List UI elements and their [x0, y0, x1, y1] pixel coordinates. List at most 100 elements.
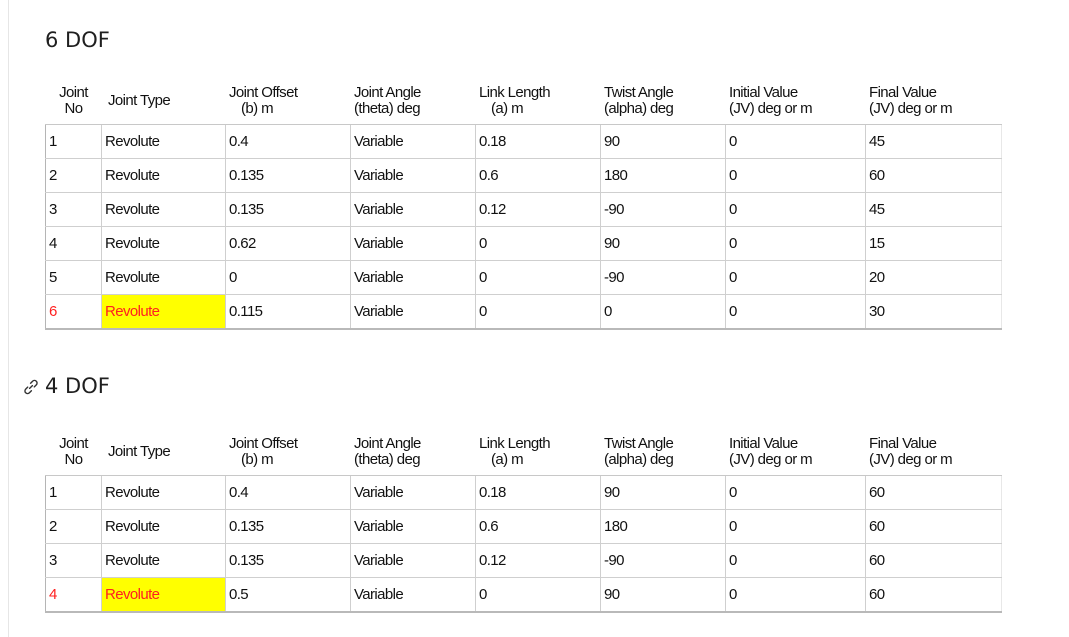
table-row[interactable]: 3 Revolute 0.135 Variable 0.12 -90 0 60 — [45, 543, 1002, 578]
joint-angle-cell[interactable]: Variable — [350, 260, 476, 295]
initial-value-cell[interactable]: 0 — [725, 577, 866, 613]
table-row[interactable]: 2 Revolute 0.135 Variable 0.6 180 0 60 — [45, 509, 1002, 544]
link-length-cell[interactable]: 0.18 — [475, 475, 601, 510]
link-length-cell[interactable]: 0 — [475, 294, 601, 330]
col-header-initial-value[interactable]: Initial Value (JV) deg or m — [725, 427, 866, 476]
twist-angle-cell[interactable]: 180 — [600, 158, 726, 193]
col-header-link-length[interactable]: Link Length (a) m — [475, 76, 601, 125]
twist-angle-cell[interactable]: 90 — [600, 475, 726, 510]
col-header-initial-value[interactable]: Initial Value (JV) deg or m — [725, 76, 866, 125]
link-length-cell[interactable]: 0.18 — [475, 124, 601, 159]
final-value-cell[interactable]: 60 — [865, 475, 1002, 510]
link-length-cell[interactable]: 0 — [475, 226, 601, 261]
joint-angle-cell[interactable]: Variable — [350, 124, 476, 159]
joint-angle-cell[interactable]: Variable — [350, 577, 476, 613]
joint-angle-cell[interactable]: Variable — [350, 475, 476, 510]
joint-offset-cell[interactable]: 0.4 — [225, 475, 351, 510]
final-value-cell[interactable]: 60 — [865, 577, 1002, 613]
twist-angle-cell[interactable]: -90 — [600, 543, 726, 578]
col-header-twist-angle[interactable]: Twist Angle (alpha) deg — [600, 427, 726, 476]
final-value-cell[interactable]: 15 — [865, 226, 1002, 261]
col-header-joint-type[interactable]: Joint Type — [101, 76, 226, 125]
link-length-cell[interactable]: 0 — [475, 577, 601, 613]
final-value-cell[interactable]: 45 — [865, 192, 1002, 227]
joint-offset-cell[interactable]: 0.115 — [225, 294, 351, 330]
joint-no-cell[interactable]: 4 — [45, 226, 102, 261]
table-row[interactable]: 1 Revolute 0.4 Variable 0.18 90 0 45 — [45, 124, 1002, 159]
joint-no-cell[interactable]: 3 — [45, 543, 102, 578]
col-header-joint-offset[interactable]: Joint Offset (b) m — [225, 76, 351, 125]
joint-angle-cell[interactable]: Variable — [350, 226, 476, 261]
link-length-cell[interactable]: 0 — [475, 260, 601, 295]
joint-type-cell[interactable]: Revolute — [101, 294, 226, 330]
col-header-link-length[interactable]: Link Length (a) m — [475, 427, 601, 476]
joint-type-cell[interactable]: Revolute — [101, 124, 226, 159]
col-header-joint-no[interactable]: Joint No — [45, 427, 102, 476]
initial-value-cell[interactable]: 0 — [725, 294, 866, 330]
initial-value-cell[interactable]: 0 — [725, 260, 866, 295]
col-header-final-value[interactable]: Final Value (JV) deg or m — [865, 76, 1002, 125]
joint-type-cell[interactable]: Revolute — [101, 226, 226, 261]
final-value-cell[interactable]: 60 — [865, 543, 1002, 578]
twist-angle-cell[interactable]: -90 — [600, 192, 726, 227]
col-header-joint-angle[interactable]: Joint Angle (theta) deg — [350, 427, 476, 476]
joint-no-cell[interactable]: 2 — [45, 158, 102, 193]
twist-angle-cell[interactable]: 180 — [600, 509, 726, 544]
joint-type-cell[interactable]: Revolute — [101, 260, 226, 295]
joint-offset-cell[interactable]: 0.135 — [225, 192, 351, 227]
joint-type-cell[interactable]: Revolute — [101, 543, 226, 578]
link-length-cell[interactable]: 0.6 — [475, 509, 601, 544]
twist-angle-cell[interactable]: 90 — [600, 124, 726, 159]
initial-value-cell[interactable]: 0 — [725, 192, 866, 227]
initial-value-cell[interactable]: 0 — [725, 158, 866, 193]
table-row[interactable]: 5 Revolute 0 Variable 0 -90 0 20 — [45, 260, 1002, 295]
link-length-cell[interactable]: 0.12 — [475, 543, 601, 578]
joint-offset-cell[interactable]: 0 — [225, 260, 351, 295]
joint-angle-cell[interactable]: Variable — [350, 509, 476, 544]
joint-offset-cell[interactable]: 0.4 — [225, 124, 351, 159]
table-row[interactable]: 6 Revolute 0.115 Variable 0 0 0 30 — [45, 294, 1002, 330]
table-row[interactable]: 2 Revolute 0.135 Variable 0.6 180 0 60 — [45, 158, 1002, 193]
joint-angle-cell[interactable]: Variable — [350, 158, 476, 193]
initial-value-cell[interactable]: 0 — [725, 475, 866, 510]
joint-no-cell[interactable]: 5 — [45, 260, 102, 295]
twist-angle-cell[interactable]: 0 — [600, 294, 726, 330]
initial-value-cell[interactable]: 0 — [725, 124, 866, 159]
joint-no-cell[interactable]: 4 — [45, 577, 102, 613]
initial-value-cell[interactable]: 0 — [725, 226, 866, 261]
col-header-joint-offset[interactable]: Joint Offset (b) m — [225, 427, 351, 476]
table-row[interactable]: 3 Revolute 0.135 Variable 0.12 -90 0 45 — [45, 192, 1002, 227]
joint-angle-cell[interactable]: Variable — [350, 294, 476, 330]
final-value-cell[interactable]: 45 — [865, 124, 1002, 159]
table-row[interactable]: 4 Revolute 0.62 Variable 0 90 0 15 — [45, 226, 1002, 261]
joint-offset-cell[interactable]: 0.5 — [225, 577, 351, 613]
col-header-joint-type[interactable]: Joint Type — [101, 427, 226, 476]
twist-angle-cell[interactable]: 90 — [600, 577, 726, 613]
col-header-twist-angle[interactable]: Twist Angle (alpha) deg — [600, 76, 726, 125]
joint-offset-cell[interactable]: 0.135 — [225, 543, 351, 578]
link-length-cell[interactable]: 0.6 — [475, 158, 601, 193]
joint-offset-cell[interactable]: 0.135 — [225, 158, 351, 193]
initial-value-cell[interactable]: 0 — [725, 509, 866, 544]
table-row[interactable]: 1 Revolute 0.4 Variable 0.18 90 0 60 — [45, 475, 1002, 510]
joint-offset-cell[interactable]: 0.135 — [225, 509, 351, 544]
twist-angle-cell[interactable]: -90 — [600, 260, 726, 295]
joint-offset-cell[interactable]: 0.62 — [225, 226, 351, 261]
col-header-joint-angle[interactable]: Joint Angle (theta) deg — [350, 76, 476, 125]
joint-type-cell[interactable]: Revolute — [101, 577, 226, 613]
joint-type-cell[interactable]: Revolute — [101, 192, 226, 227]
joint-angle-cell[interactable]: Variable — [350, 192, 476, 227]
joint-no-cell[interactable]: 1 — [45, 475, 102, 510]
joint-no-cell[interactable]: 6 — [45, 294, 102, 330]
final-value-cell[interactable]: 60 — [865, 158, 1002, 193]
joint-no-cell[interactable]: 1 — [45, 124, 102, 159]
twist-angle-cell[interactable]: 90 — [600, 226, 726, 261]
final-value-cell[interactable]: 20 — [865, 260, 1002, 295]
link-icon[interactable] — [22, 378, 40, 396]
link-length-cell[interactable]: 0.12 — [475, 192, 601, 227]
col-header-final-value[interactable]: Final Value (JV) deg or m — [865, 427, 1002, 476]
table-row[interactable]: 4 Revolute 0.5 Variable 0 90 0 60 — [45, 577, 1002, 613]
joint-type-cell[interactable]: Revolute — [101, 475, 226, 510]
joint-no-cell[interactable]: 3 — [45, 192, 102, 227]
joint-type-cell[interactable]: Revolute — [101, 158, 226, 193]
